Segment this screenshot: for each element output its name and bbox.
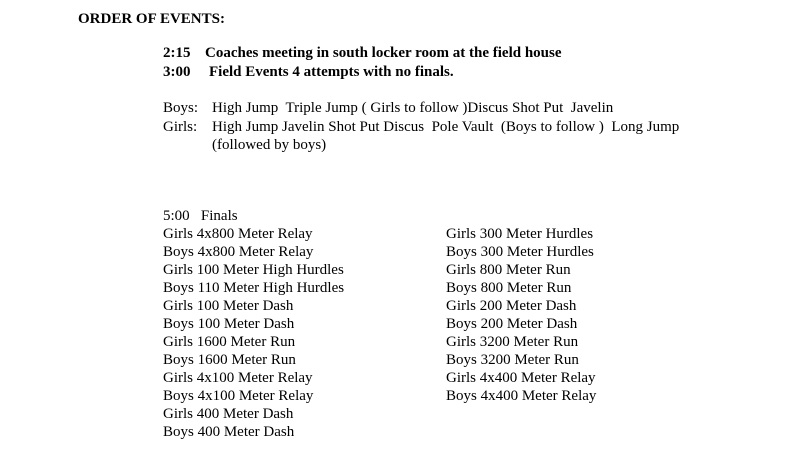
finals-right-column: Girls 300 Meter Hurdles Boys 300 Meter Hu… <box>446 225 596 405</box>
page-title: ORDER OF EVENTS: <box>78 11 225 27</box>
boys-field-events: High Jump Triple Jump ( Girls to follow … <box>212 100 614 116</box>
event-item: Girls 4x400 Meter Relay <box>446 370 596 386</box>
schedule-text: Field Events 4 attempts with no finals. <box>209 64 454 80</box>
event-item: Boys 3200 Meter Run <box>446 352 579 368</box>
event-item: Boys 4x800 Meter Relay <box>163 244 314 260</box>
schedule-time: 2:15 <box>163 45 191 61</box>
event-item: Girls 4x100 Meter Relay <box>163 370 313 386</box>
girls-field-events-cont: (followed by boys) <box>212 137 327 153</box>
event-item: Girls 300 Meter Hurdles <box>446 226 594 242</box>
event-item: Girls 1600 Meter Run <box>163 334 296 350</box>
finals-left-column: Girls 4x800 Meter Relay Boys 4x800 Meter … <box>163 225 344 441</box>
event-item: Boys 4x100 Meter Relay <box>163 388 314 404</box>
event-item: Girls 800 Meter Run <box>446 262 571 278</box>
schedule-time: 3:00 <box>163 64 191 80</box>
event-item: Girls 3200 Meter Run <box>446 334 579 350</box>
event-item: Girls 100 Meter High Hurdles <box>163 262 344 278</box>
girls-label: Girls: <box>163 119 198 135</box>
event-item: Boys 200 Meter Dash <box>446 316 578 332</box>
event-item: Girls 4x800 Meter Relay <box>163 226 313 242</box>
event-item: Boys 800 Meter Run <box>446 280 572 296</box>
schedule-text: Coaches meeting in south locker room at … <box>205 45 562 61</box>
event-item: Girls 100 Meter Dash <box>163 298 294 314</box>
girls-field-events: High Jump Javelin Shot Put Discus Pole V… <box>212 119 680 135</box>
event-item: Boys 110 Meter High Hurdles <box>163 280 345 296</box>
event-item: Boys 400 Meter Dash <box>163 424 295 440</box>
boys-label: Boys: <box>163 100 199 116</box>
event-item: Boys 1600 Meter Run <box>163 352 296 368</box>
event-item: Boys 4x400 Meter Relay <box>446 388 597 404</box>
event-item: Girls 400 Meter Dash <box>163 406 294 422</box>
event-item: Boys 100 Meter Dash <box>163 316 295 332</box>
event-item: Girls 200 Meter Dash <box>446 298 577 314</box>
event-item: Boys 300 Meter Hurdles <box>446 244 594 260</box>
finals-heading: 5:00 Finals <box>163 208 238 224</box>
